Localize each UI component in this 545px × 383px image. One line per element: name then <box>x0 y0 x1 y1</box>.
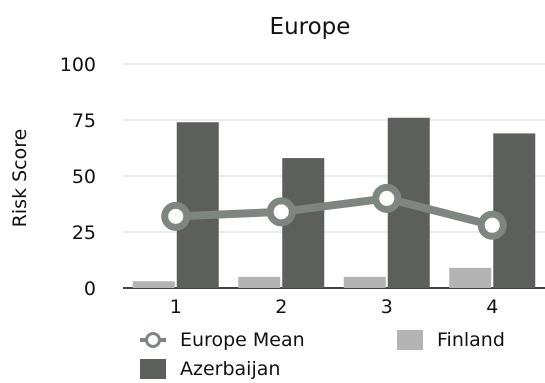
y-tick-0: 0 <box>84 278 96 300</box>
point-europe-mean-1 <box>161 201 191 231</box>
legend-swatch-finland <box>397 330 423 350</box>
point-europe-mean-3 <box>372 183 402 213</box>
legend-item-azerbaijan: Azerbaijan <box>140 358 280 380</box>
bar-finland-4 <box>449 267 492 288</box>
y-tick-25: 25 <box>72 222 96 244</box>
legend-swatch-europe-mean <box>140 330 166 350</box>
bar-azerbaijan-4 <box>493 133 536 288</box>
bar-finland-1 <box>132 281 175 288</box>
x-tick-1: 1 <box>170 296 182 318</box>
y-tick-50: 50 <box>72 166 96 188</box>
x-tick-2: 2 <box>275 296 287 318</box>
line-europe-mean <box>175 194 494 230</box>
legend-label-finland: Finland <box>437 329 505 351</box>
y-tick-75: 75 <box>72 110 96 132</box>
bar-finland-2 <box>238 276 281 288</box>
x-ticks: 1 2 3 4 <box>170 296 499 318</box>
legend-label-europe-mean: Europe Mean <box>180 329 305 351</box>
x-tick-4: 4 <box>486 296 498 318</box>
point-europe-mean-2 <box>266 197 296 227</box>
legend-label-azerbaijan: Azerbaijan <box>180 358 281 380</box>
y-tick-100: 100 <box>60 54 96 76</box>
legend-item-europe-mean: Europe Mean <box>140 329 305 351</box>
legend-item-finland: Finland <box>397 329 505 351</box>
legend-swatch-azerbaijan <box>140 359 166 379</box>
bar-finland-3 <box>343 276 386 288</box>
point-europe-mean-4 <box>477 210 507 240</box>
chart-title: Europe <box>270 14 351 40</box>
y-ticks: 0 25 50 75 100 <box>60 54 96 300</box>
y-axis-label: Risk Score <box>9 129 31 228</box>
mean-line <box>161 183 507 240</box>
x-tick-3: 3 <box>381 296 393 318</box>
